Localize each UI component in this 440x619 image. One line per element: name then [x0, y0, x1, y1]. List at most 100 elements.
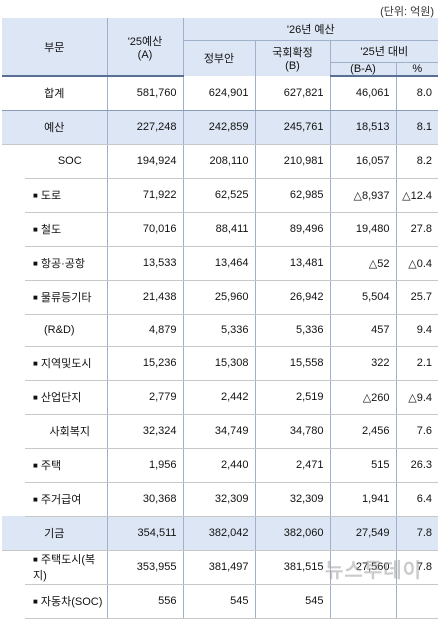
budget-table: 부문 '25예산 (A) '26년 예산 정부안 국회확정 (B) '25년 대…	[2, 18, 439, 619]
row-indent	[2, 584, 25, 618]
cell-pct: 25.7	[395, 280, 439, 315]
cell-gov-proposal: 88,411	[182, 212, 255, 247]
cell-pct: 2.1	[395, 346, 439, 381]
cell-gov-proposal: 2,440	[182, 448, 255, 483]
cell-confirmed: 89,496	[254, 212, 330, 247]
cell-diff: 27,549	[329, 516, 396, 551]
row-indent	[2, 212, 25, 246]
cell-confirmed: 245,761	[254, 110, 330, 145]
table-row: 기금 354,511 382,042 382,060 27,549 7.8	[2, 516, 439, 551]
table-row: SOC 194,924 208,110 210,981 16,057 8.2	[2, 144, 439, 179]
cell-gov-proposal: 381,497	[182, 550, 255, 585]
row-label-text: 산업단지	[40, 392, 82, 404]
row-indent	[2, 448, 25, 482]
cell-pct: 7.8	[395, 550, 439, 585]
cell-budget25: 2,779	[106, 380, 183, 415]
bullet-icon: ■	[33, 461, 38, 470]
cell-gov-proposal: 208,110	[182, 144, 255, 179]
row-label-text: 지역및도시	[40, 358, 92, 370]
row-label: ■ 주택도시(복지)	[25, 550, 107, 585]
row-label: ■ 도로	[25, 178, 107, 213]
cell-diff: 18,513	[329, 110, 396, 145]
header-confirmed: 국회확정 (B)	[254, 40, 330, 76]
row-label-text: 주거급여	[40, 494, 82, 506]
cell-diff: 27,560	[329, 550, 396, 585]
cell-confirmed: 2,519	[254, 380, 330, 415]
row-indent	[2, 414, 25, 448]
cell-budget25: 71,922	[106, 178, 183, 213]
row-indent	[2, 482, 25, 516]
cell-confirmed: 26,942	[254, 280, 330, 315]
row-label-text: 항공·공항	[40, 258, 85, 270]
cell-pct: △9.4	[395, 380, 439, 415]
cell-budget25: 354,511	[106, 516, 183, 551]
row-label-text: (R&D)	[44, 324, 75, 336]
cell-gov-proposal: 624,901	[182, 76, 255, 111]
cell-diff: 322	[329, 346, 396, 381]
cell-confirmed: 210,981	[254, 144, 330, 179]
cell-gov-proposal: 34,749	[182, 414, 255, 449]
row-label: ■ 산업단지	[25, 380, 107, 415]
cell-confirmed: 5,336	[254, 314, 330, 347]
bullet-icon: ■	[33, 393, 38, 402]
table-row: 사회복지 32,324 34,749 34,780 2,456 7.6	[2, 414, 439, 449]
cell-pct: 7.6	[395, 414, 439, 449]
cell-budget25: 1,956	[106, 448, 183, 483]
cell-budget25: 32,324	[106, 414, 183, 449]
cell-budget25: 70,016	[106, 212, 183, 247]
cell-gov-proposal: 32,309	[182, 482, 255, 517]
row-label-text: 자동차(SOC)	[40, 596, 103, 608]
cell-diff: 1,941	[329, 482, 396, 517]
table-row: ■ 지역및도시 15,236 15,308 15,558 322 2.1	[2, 346, 439, 381]
table-row: ■ 도로 71,922 62,525 62,985 △8,937 △12.4	[2, 178, 439, 213]
row-label-text: 주택도시(복지)	[33, 554, 96, 582]
table-row: ■ 산업단지 2,779 2,442 2,519 △260 △9.4	[2, 380, 439, 415]
row-label: ■ 지역및도시	[25, 346, 107, 381]
cell-diff: 46,061	[329, 76, 396, 111]
bullet-icon: ■	[33, 495, 38, 504]
header-confirmed-line2: (B)	[285, 60, 300, 73]
cell-budget25: 556	[106, 584, 183, 619]
cell-gov-proposal: 62,525	[182, 178, 255, 213]
cell-confirmed: 32,309	[254, 482, 330, 517]
cell-confirmed: 382,060	[254, 516, 330, 551]
table-row: ■ 주택 1,956 2,440 2,471 515 26.3	[2, 448, 439, 483]
cell-diff: △8,937	[329, 178, 396, 213]
cell-pct: 7.8	[395, 516, 439, 551]
row-indent	[2, 550, 25, 584]
row-label: ■ 물류등기타	[25, 280, 107, 315]
cell-pct: 8.1	[395, 110, 439, 145]
table-row: (R&D) 4,879 5,336 5,336 457 9.4	[2, 314, 439, 347]
cell-budget25: 30,368	[106, 482, 183, 517]
cell-gov-proposal: 545	[182, 584, 255, 619]
cell-pct: 6.4	[395, 482, 439, 517]
table-row: ■ 철도 70,016 88,411 89,496 19,480 27.8	[2, 212, 439, 247]
cell-gov-proposal: 25,960	[182, 280, 255, 315]
header-budget25: '25예산 (A)	[106, 18, 183, 77]
bullet-icon: ■	[33, 359, 38, 368]
row-label: 기금	[2, 516, 107, 551]
row-indent	[2, 380, 25, 414]
cell-diff: △260	[329, 380, 396, 415]
cell-pct: 9.4	[395, 314, 439, 347]
cell-pct: 8.2	[395, 144, 439, 179]
cell-confirmed: 34,780	[254, 414, 330, 449]
header-diff: (B-A)	[329, 62, 396, 77]
row-indent	[2, 346, 25, 380]
cell-budget25: 194,924	[106, 144, 183, 179]
bullet-icon: ■	[33, 555, 38, 564]
cell-budget25: 21,438	[106, 280, 183, 315]
row-indent	[2, 144, 25, 178]
row-label: 예산	[2, 110, 107, 145]
row-label: 사회복지	[25, 414, 107, 449]
cell-diff	[329, 584, 396, 619]
cell-gov-proposal: 242,859	[182, 110, 255, 145]
row-label: ■ 주거급여	[25, 482, 107, 517]
table-row: ■ 자동차(SOC) 556 545 545	[2, 584, 439, 619]
cell-diff: △52	[329, 246, 396, 281]
row-label: (R&D)	[25, 314, 107, 347]
cell-diff: 2,456	[329, 414, 396, 449]
header-pct: %	[395, 62, 439, 77]
cell-gov-proposal: 5,336	[182, 314, 255, 347]
header-gov-proposal: 정부안	[182, 40, 255, 76]
